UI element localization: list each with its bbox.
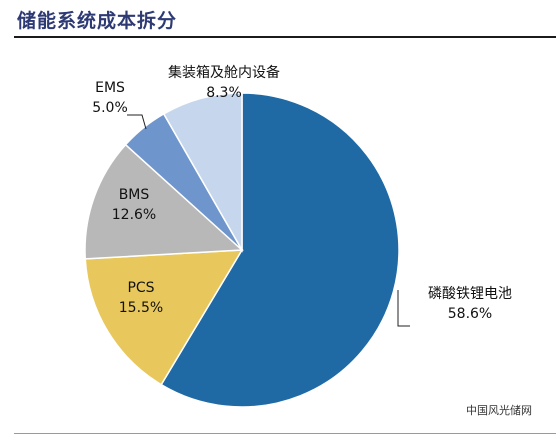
slice-name-label-4: 集装箱及舱内设备 (168, 64, 280, 81)
pie-slice-0 (160, 92, 400, 408)
slice-name-label-3: EMS (95, 80, 125, 96)
leader-lines (127, 114, 410, 327)
slice-labels: 磷酸铁锂电池 58.6% PCS 15.5% BMS 12.6% EMS 5.0% 集装箱及舱内… (92, 64, 512, 322)
slice-value-label-3: 5.0% (92, 100, 128, 116)
watermark: 中国风光储网 (466, 404, 532, 417)
slice-name-label-2: BMS (119, 187, 150, 203)
title-divider (14, 36, 556, 38)
leader-line-3 (127, 114, 147, 130)
leader-line-0 (397, 290, 410, 327)
pie-slice-2 (84, 143, 244, 260)
pie-slice-4 (162, 92, 243, 253)
slice-value-label-1: 15.5% (119, 300, 163, 316)
slice-value-label-4: 8.3% (206, 85, 242, 101)
pie-slice-1 (84, 249, 244, 386)
slice-value-label-0: 58.6% (448, 306, 492, 322)
pie-slices (84, 92, 400, 408)
slice-name-label-1: PCS (127, 280, 154, 296)
footer-divider (14, 433, 556, 434)
slice-value-label-2: 12.6% (112, 207, 156, 223)
page-title: 储能系统成本拆分 (17, 10, 178, 32)
slice-name-label-0: 磷酸铁锂电池 (428, 286, 512, 302)
